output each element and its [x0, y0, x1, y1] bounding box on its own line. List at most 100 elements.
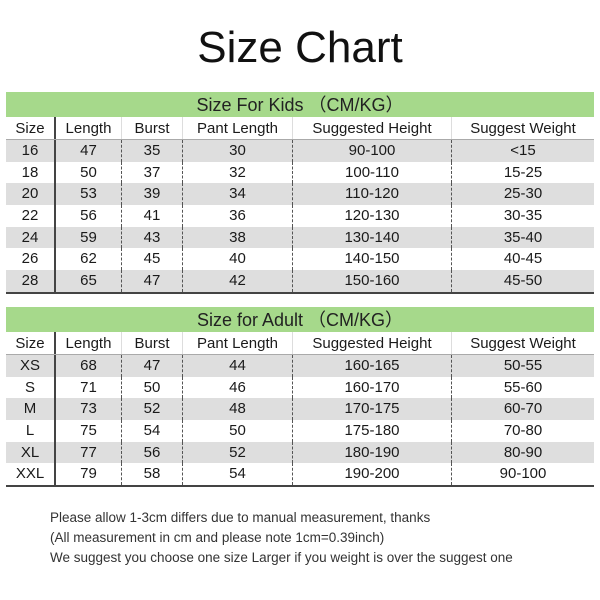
table-cell: 54	[122, 420, 183, 442]
table-cell: 70-80	[503, 422, 543, 440]
table-cell: 71	[56, 376, 122, 399]
table-cell: 160-170	[293, 376, 452, 399]
column-header: Pant Length	[183, 332, 293, 354]
notes: Please allow 1-3cm differs due to manual…	[50, 508, 513, 568]
page-title: Size Chart	[197, 23, 403, 72]
table-cell: 45-50	[503, 272, 543, 290]
table-cell: 18	[6, 161, 56, 184]
column-header: Length	[56, 332, 122, 354]
table-row: S 71 50 46 160-170 55-60	[6, 376, 594, 399]
table-cell: L	[6, 420, 56, 442]
table-cell: 32	[183, 161, 293, 184]
table-cell: 20	[6, 183, 56, 206]
table-cell: 68	[56, 355, 122, 377]
table-row: 20 53 39 34 110-120 25-30	[6, 183, 594, 206]
table-cell: 140-150	[293, 248, 452, 271]
table-cell: 170-175	[293, 398, 452, 421]
table-cell: 50	[56, 161, 122, 184]
table-cell: 180-190	[293, 441, 452, 464]
note-line: (All measurement in cm and please note 1…	[50, 530, 385, 545]
table-cell: 26	[6, 248, 56, 271]
table-row: 24 59 43 38 130-140 35-40	[6, 226, 594, 249]
table-cell: 59	[56, 226, 122, 249]
table-row: XXL 79 58 54 190-200 90-100	[6, 463, 594, 488]
table-cell: 65	[56, 270, 122, 292]
table-cell: 56	[122, 441, 183, 464]
table-cell: 36	[183, 205, 293, 227]
table-cell: 48	[183, 398, 293, 421]
table-cell: 52	[183, 441, 293, 464]
table-cell: 100-110	[293, 161, 452, 184]
table-cell: 40-45	[503, 250, 543, 268]
table-cell: 62	[56, 248, 122, 271]
table-cell: 79	[56, 463, 122, 486]
table-cell: 47	[56, 140, 122, 162]
table-cell: 73	[56, 398, 122, 421]
table-cell: 25-30	[503, 185, 543, 203]
table-cell: 120-130	[293, 205, 452, 227]
table-row: 22 56 41 36 120-130 30-35	[6, 205, 594, 227]
table-row: 28 65 47 42 150-160 45-50	[6, 270, 594, 294]
table-cell: 54	[183, 463, 293, 486]
table-cell: <15	[510, 142, 536, 159]
column-header: Size	[6, 117, 56, 139]
kids-size-table: Size For Kids （CM/KG） Size Length Burst Pan…	[6, 92, 594, 294]
table-cell: 58	[122, 463, 183, 486]
table-cell: 75	[56, 420, 122, 442]
table-cell: 90-100	[293, 140, 452, 162]
table-cell: 50-55	[503, 357, 543, 374]
table-cell: 90-100	[499, 465, 547, 483]
table-cell: 22	[6, 205, 56, 227]
column-header: Burst	[122, 332, 183, 354]
table-row: 18 50 37 32 100-110 15-25	[6, 161, 594, 184]
column-header: Suggested Height	[293, 117, 452, 139]
column-header: Suggest Weight	[470, 120, 576, 137]
table-cell: 39	[122, 183, 183, 206]
column-header: Suggest Weight	[470, 335, 576, 352]
table-cell: 28	[6, 270, 56, 292]
table-row: XS 68 47 44 160-165 50-55	[6, 355, 594, 377]
table-cell: 80-90	[503, 443, 543, 461]
table-row: 26 62 45 40 140-150 40-45	[6, 248, 594, 271]
table-row: M 73 52 48 170-175 60-70	[6, 398, 594, 421]
table-cell: 35-40	[503, 228, 543, 246]
column-header: Suggested Height	[293, 332, 452, 354]
adult-table-heading: Size for Adult （CM/KG）	[6, 307, 594, 332]
table-cell: 150-160	[293, 270, 452, 292]
table-cell: 47	[122, 270, 183, 292]
header-row: Size Length Burst Pant Length Suggested Heig…	[6, 117, 594, 140]
table-cell: S	[6, 376, 56, 399]
table-cell: 53	[56, 183, 122, 206]
table-cell: 60-70	[503, 400, 543, 418]
table-cell: 110-120	[293, 183, 452, 206]
table-row: L 75 54 50 175-180 70-80	[6, 420, 594, 442]
column-header: Length	[56, 117, 122, 139]
table-cell: 16	[6, 140, 56, 162]
table-cell: 34	[183, 183, 293, 206]
table-cell: 24	[6, 226, 56, 249]
table-cell: 15-25	[503, 163, 543, 181]
table-cell: 175-180	[293, 420, 452, 442]
table-cell: 44	[183, 355, 293, 377]
adult-size-table: Size for Adult （CM/KG） Size Length Burst Pa…	[6, 307, 594, 488]
note-line: Please allow 1-3cm differs due to manual…	[50, 510, 431, 525]
table-cell: XL	[6, 441, 56, 464]
table-cell: 190-200	[293, 463, 452, 486]
table-cell: 37	[122, 161, 183, 184]
note-line: We suggest you choose one size Larger if…	[50, 550, 513, 565]
table-cell: 56	[56, 205, 122, 227]
table-cell: 45	[122, 248, 183, 271]
table-row: 16 47 35 30 90-100 <15	[6, 140, 594, 162]
table-cell: 40	[183, 248, 293, 271]
table-cell: 130-140	[293, 226, 452, 249]
table-cell: 50	[183, 420, 293, 442]
table-cell: 46	[183, 376, 293, 399]
table-cell: XS	[6, 355, 56, 377]
table-cell: 52	[122, 398, 183, 421]
header-row: Size Length Burst Pant Length Suggested Heig…	[6, 332, 594, 355]
table-cell: 41	[122, 205, 183, 227]
table-cell: 43	[122, 226, 183, 249]
table-cell: M	[6, 398, 56, 421]
table-cell: 30-35	[503, 207, 543, 225]
table-cell: 77	[56, 441, 122, 464]
